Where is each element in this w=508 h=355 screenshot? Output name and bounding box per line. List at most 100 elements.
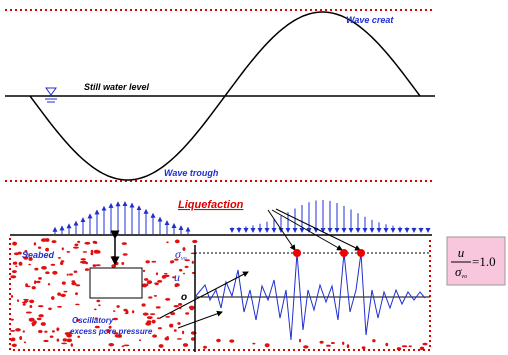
soil-particle [19,336,22,340]
liquefaction-pointers [268,209,360,250]
still-water-label: Still water level [84,82,150,92]
soil-particle [12,270,17,273]
soil-particle [94,309,97,311]
soil-particle [63,338,68,341]
soil-particle [29,318,35,322]
soil-particle [175,240,180,244]
soil-particle [10,330,15,332]
soil-particle [15,266,17,268]
soil-particle [156,306,161,308]
soil-particle [75,292,78,295]
soil-particle [122,242,127,245]
soil-particle [423,343,428,346]
soil-particle [342,342,344,345]
soil-particle [158,327,162,329]
soil-particle [85,268,89,271]
soil-particle [165,337,170,340]
soil-particle [19,262,23,266]
soil-particle [58,257,61,259]
soil-particle [96,264,101,266]
soil-particle [144,278,148,281]
soil-particle [77,241,80,243]
soil-particle [60,262,63,265]
soil-particle [170,260,174,263]
soil-particle [159,344,164,348]
soil-particle [303,345,308,348]
soil-particle [320,341,324,344]
soil-particle [183,343,188,347]
soil-particle [169,324,173,328]
soil-particle [23,304,26,306]
soil-particle [52,330,55,332]
soil-particle [34,280,36,284]
soil-particle [402,345,407,347]
soil-particle [409,345,412,347]
soil-particle [96,300,100,303]
soil-particle [64,291,68,293]
soil-particle [152,261,157,263]
soil-particle [38,247,41,249]
soil-particle [51,296,55,300]
soil-particle [15,328,21,331]
soil-particle [116,305,119,308]
soil-particle [142,303,146,306]
soil-particle [139,339,141,341]
soil-particle [143,313,149,316]
soil-particle [166,241,168,243]
soil-particle [71,343,73,347]
soil-particle [156,272,158,275]
liquefaction-label: Liquefaction [178,199,244,211]
soil-particle [165,298,170,301]
soil-particle [41,322,46,326]
soil-particle [45,271,49,274]
soil-particle [57,292,61,295]
soil-particle [177,338,182,340]
soil-particle [26,312,32,314]
soil-particle [145,322,151,326]
soil-particle [62,247,64,250]
soil-particle [216,339,221,343]
soil-particle [123,253,128,255]
soil-particle [48,283,50,285]
soil-particle [177,322,180,325]
soil-particle [48,308,52,311]
soil-particle [93,264,97,267]
soil-particle [17,299,19,302]
soil-particle [67,251,71,253]
soil-particle [265,343,270,347]
excess-pore-label: excess pore pressure [70,327,153,336]
wave-crest-label: Wave creat [346,15,394,25]
soil-particle [189,306,195,310]
soil-particle [34,242,36,245]
soil-particle [162,275,167,279]
soil-particle [175,285,178,288]
soil-particle [38,305,43,307]
soil-particle [34,268,38,271]
soil-particle [331,342,335,344]
soil-particle [174,305,179,307]
oscillatory-label: Oscillatory [72,316,114,325]
soil-particle [74,244,78,247]
soil-particle [11,295,13,298]
zero-label: o [181,292,187,303]
soil-particle [192,240,197,243]
soil-particle [74,271,78,273]
soil-particle [80,261,83,263]
soil-particle [185,266,189,268]
soil-particle [57,339,60,342]
soil-particle [147,280,152,284]
soil-particle [28,264,31,266]
soil-particle [67,339,73,343]
soil-particle [37,318,42,321]
soil-particle [152,334,157,337]
soil-particle [24,342,26,344]
soil-element [90,268,142,298]
soil-particle [84,242,90,245]
soil-particle [51,264,56,266]
soil-particle [12,344,17,347]
soil-particle [154,283,157,285]
soil-particle [362,346,366,349]
soil-particle [91,250,94,253]
soil-particle [56,327,59,331]
soil-particle [154,295,157,297]
